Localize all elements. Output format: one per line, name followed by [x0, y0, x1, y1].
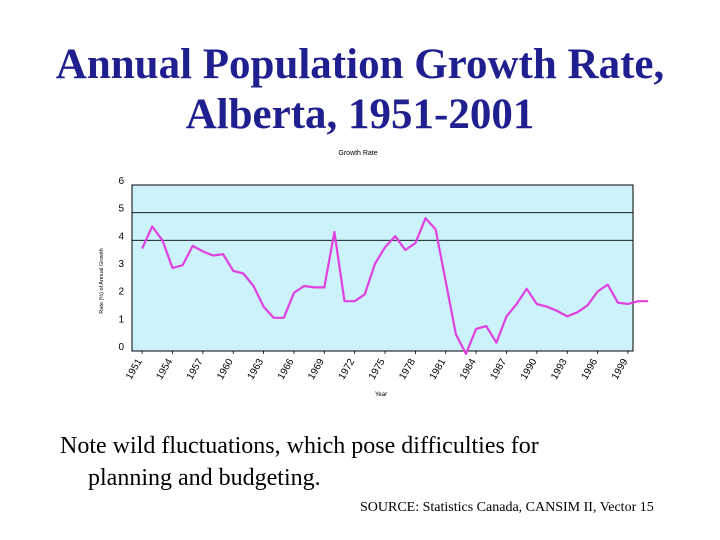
y-tick-label: 1: [118, 314, 124, 325]
x-tick-label: 1963: [246, 357, 267, 382]
note-text: Note wild fluctuations, which pose diffi…: [60, 430, 700, 494]
x-tick-label: 1957: [185, 357, 206, 382]
x-tick-label: 1981: [428, 357, 449, 382]
slide-title: Annual Population Growth Rate, Alberta, …: [0, 40, 720, 140]
x-tick-label: 1972: [337, 357, 358, 382]
x-tick-label: 1954: [154, 357, 175, 382]
y-axis-label: Rate (%) of Annual Growth: [99, 248, 105, 313]
x-tick-label: 1960: [215, 357, 236, 382]
x-tick-label: 1975: [367, 357, 388, 382]
plot-area: [131, 184, 634, 352]
x-tick-label: 1951: [124, 357, 145, 382]
y-tick-label: 5: [118, 204, 124, 215]
x-tick-label: 1990: [519, 357, 540, 382]
x-tick-label: 1969: [306, 357, 327, 382]
x-axis-label: Year: [375, 392, 387, 398]
x-tick-label: 1993: [549, 357, 570, 382]
slide-title-line-2: Alberta, 1951-2001: [185, 91, 535, 138]
slide-title-line-1: Annual Population Growth Rate,: [55, 41, 665, 88]
y-tick-label: 0: [118, 342, 124, 353]
y-tick-label: 3: [118, 259, 124, 270]
source-citation: SOURCE: Statistics Canada, CANSIM II, Ve…: [360, 500, 654, 515]
note-line-1: Note wild fluctuations, which pose diffi…: [60, 433, 539, 459]
x-tick-label: 1978: [397, 357, 418, 382]
x-tick-label: 1996: [580, 357, 601, 382]
y-tick-label: 6: [118, 176, 124, 187]
chart-title: Growth Rate: [338, 150, 377, 157]
x-tick-label: 1966: [276, 357, 297, 382]
note-line-2: planning and budgeting.: [88, 465, 321, 491]
y-tick-label: 4: [118, 231, 124, 242]
x-tick-label: 1987: [488, 357, 509, 382]
x-tick-label: 1999: [610, 357, 631, 382]
series-line-0: [141, 217, 649, 355]
y-tick-label: 2: [118, 287, 124, 298]
x-tick-label: 1984: [458, 357, 479, 382]
